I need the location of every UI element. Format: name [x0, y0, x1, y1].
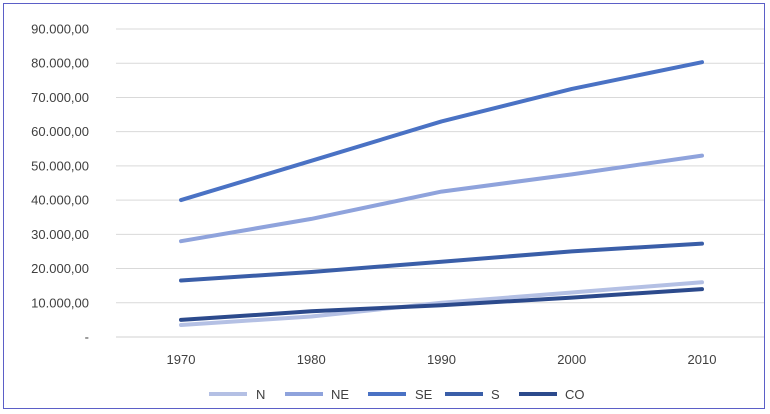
legend-item-ne: NE — [285, 387, 349, 402]
legend-item-co: CO — [519, 387, 585, 402]
legend-label: S — [491, 387, 500, 402]
x-tick-label: 2000 — [557, 352, 586, 367]
series-line-se — [179, 60, 704, 203]
legend-label: SE — [415, 387, 433, 402]
chart-frame: - 10.000,00 20.000,00 30.000,00 40.000,00 50.… — [3, 3, 765, 409]
y-tick-label: 60.000,00 — [31, 124, 89, 139]
series-lines — [179, 60, 704, 327]
y-axis-ticks: - 10.000,00 20.000,00 30.000,00 40.000,00 50.… — [31, 22, 89, 345]
y-tick-label: - — [85, 330, 89, 345]
legend-label: NE — [331, 387, 349, 402]
y-tick-label: 20.000,00 — [31, 261, 89, 276]
y-tick-label: 50.000,00 — [31, 158, 89, 173]
series-line-co — [179, 287, 704, 322]
legend-item-se: SE — [368, 387, 433, 402]
legend: N NE SE S CO — [209, 387, 585, 402]
y-tick-label: 40.000,00 — [31, 193, 89, 208]
legend-item-s: S — [445, 387, 500, 402]
legend-label: CO — [565, 387, 585, 402]
series-line-s — [179, 241, 704, 283]
series-line-ne — [179, 153, 704, 244]
legend-label: N — [256, 387, 265, 402]
x-tick-label: 1990 — [427, 352, 456, 367]
y-tick-label: 90.000,00 — [31, 22, 89, 37]
y-tick-label: 30.000,00 — [31, 227, 89, 242]
y-tick-label: 80.000,00 — [31, 56, 89, 71]
x-axis-ticks: 1970 1980 1990 2000 2010 — [167, 352, 717, 367]
y-tick-label: 10.000,00 — [31, 295, 89, 310]
x-tick-label: 1970 — [167, 352, 196, 367]
x-tick-label: 2010 — [688, 352, 717, 367]
legend-item-n: N — [209, 387, 265, 402]
y-tick-label: 70.000,00 — [31, 90, 89, 105]
line-chart: - 10.000,00 20.000,00 30.000,00 40.000,00 50.… — [31, 22, 764, 402]
x-tick-label: 1980 — [297, 352, 326, 367]
